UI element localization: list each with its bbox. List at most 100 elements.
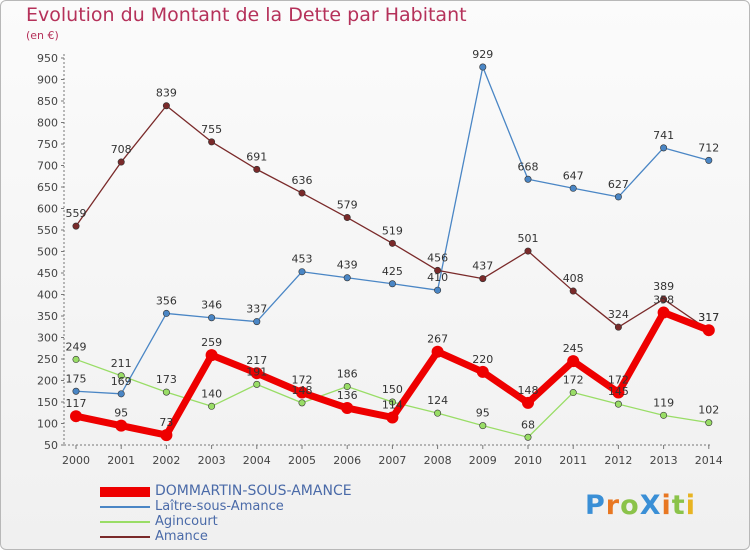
y-tick-label: 350 bbox=[37, 310, 58, 323]
data-label: 389 bbox=[653, 280, 674, 293]
data-point bbox=[522, 396, 534, 409]
data-label: 191 bbox=[246, 365, 267, 378]
data-point bbox=[298, 268, 306, 276]
data-point bbox=[569, 184, 577, 192]
data-label: 245 bbox=[563, 342, 584, 355]
data-label: 220 bbox=[472, 353, 493, 366]
data-label: 217 bbox=[246, 354, 267, 367]
data-point bbox=[253, 380, 261, 388]
data-label: 150 bbox=[382, 383, 403, 396]
x-tick-label: 2011 bbox=[559, 454, 587, 467]
y-tick-label: 600 bbox=[37, 203, 58, 216]
legend: DOMMARTIN-SOUS-AMANCE Laître-sous-Amance A… bbox=[100, 484, 420, 544]
data-point bbox=[614, 323, 622, 331]
data-label: 186 bbox=[337, 368, 358, 381]
chart-title: Evolution du Montant de la Dette par Hab… bbox=[26, 4, 467, 26]
y-tick-label: 200 bbox=[37, 375, 58, 388]
legend-item: Agincourt bbox=[100, 514, 420, 529]
x-tick-label: 2008 bbox=[424, 454, 452, 467]
data-point bbox=[117, 372, 125, 380]
y-tick-label: 900 bbox=[37, 74, 58, 87]
data-point bbox=[524, 175, 532, 183]
legend-swatch bbox=[100, 506, 150, 508]
data-point bbox=[431, 345, 444, 358]
data-label: 437 bbox=[472, 260, 493, 273]
data-label: 408 bbox=[563, 272, 584, 285]
logo-letter: P bbox=[585, 490, 606, 521]
data-label: 712 bbox=[698, 141, 719, 154]
data-label: 358 bbox=[653, 294, 674, 307]
data-label: 425 bbox=[382, 265, 403, 278]
data-point bbox=[72, 355, 80, 363]
data-point bbox=[253, 165, 261, 173]
data-point bbox=[524, 433, 532, 441]
data-point bbox=[660, 295, 668, 303]
data-label: 211 bbox=[111, 357, 132, 370]
data-label: 839 bbox=[156, 87, 177, 100]
legend-item: Amance bbox=[100, 529, 420, 544]
data-point bbox=[388, 398, 396, 406]
data-label: 346 bbox=[201, 299, 222, 312]
data-point bbox=[341, 402, 354, 415]
x-tick-label: 2003 bbox=[198, 454, 226, 467]
data-label: 317 bbox=[698, 311, 719, 324]
data-point bbox=[434, 286, 442, 294]
logo-letter: t bbox=[671, 490, 686, 521]
data-label: 755 bbox=[201, 123, 222, 136]
data-label: 324 bbox=[608, 308, 629, 321]
data-point bbox=[569, 389, 577, 397]
chart-subtitle: (en €) bbox=[26, 29, 59, 42]
x-tick-label: 2005 bbox=[288, 454, 316, 467]
y-tick-label: 500 bbox=[37, 246, 58, 259]
data-label: 73 bbox=[159, 416, 173, 429]
x-tick-label: 2009 bbox=[469, 454, 497, 467]
data-point bbox=[569, 287, 577, 295]
legend-label: Laître-sous-Amance bbox=[155, 499, 284, 514]
data-label: 140 bbox=[201, 387, 222, 400]
legend-swatch bbox=[100, 487, 150, 497]
data-label: 741 bbox=[653, 129, 674, 142]
data-point bbox=[72, 222, 80, 230]
data-point bbox=[208, 314, 216, 322]
data-point bbox=[208, 138, 216, 146]
data-label: 249 bbox=[66, 340, 87, 353]
data-label: 136 bbox=[337, 389, 358, 402]
series-layer bbox=[70, 63, 715, 442]
data-point bbox=[434, 409, 442, 417]
data-label: 929 bbox=[472, 48, 493, 61]
data-point bbox=[298, 189, 306, 197]
data-point bbox=[160, 429, 173, 442]
data-label: 559 bbox=[66, 207, 87, 220]
data-label: 453 bbox=[292, 253, 313, 266]
data-point bbox=[115, 419, 128, 432]
x-tick-label: 2006 bbox=[333, 454, 361, 467]
data-label: 691 bbox=[246, 150, 267, 163]
data-label: 636 bbox=[292, 174, 313, 187]
data-point bbox=[612, 386, 625, 399]
y-tick-label: 750 bbox=[37, 138, 58, 151]
data-point bbox=[614, 193, 622, 201]
y-tick-label: 800 bbox=[37, 117, 58, 130]
y-tick-label: 150 bbox=[37, 396, 58, 409]
data-label: 148 bbox=[292, 384, 313, 397]
x-tick-label: 2000 bbox=[62, 454, 90, 467]
data-point bbox=[614, 400, 622, 408]
data-point bbox=[388, 280, 396, 288]
x-tick-label: 2012 bbox=[604, 454, 632, 467]
data-point bbox=[343, 214, 351, 222]
chart-axes: 50 100 150 200 250 300 350 400 450 500 550 600 650 70… bbox=[37, 52, 723, 467]
data-label: 267 bbox=[427, 333, 448, 346]
legend-item: DOMMARTIN-SOUS-AMANCE bbox=[100, 484, 420, 499]
legend-item: Laître-sous-Amance bbox=[100, 499, 420, 514]
legend-swatch bbox=[100, 521, 150, 523]
logo-letter: r bbox=[605, 490, 621, 521]
data-label: 117 bbox=[66, 397, 87, 410]
data-label: 175 bbox=[66, 372, 87, 385]
data-point bbox=[479, 422, 487, 430]
data-point bbox=[72, 387, 80, 395]
data-label: 68 bbox=[521, 418, 535, 431]
data-point bbox=[476, 365, 489, 378]
data-point bbox=[250, 367, 263, 380]
data-point bbox=[205, 349, 218, 362]
